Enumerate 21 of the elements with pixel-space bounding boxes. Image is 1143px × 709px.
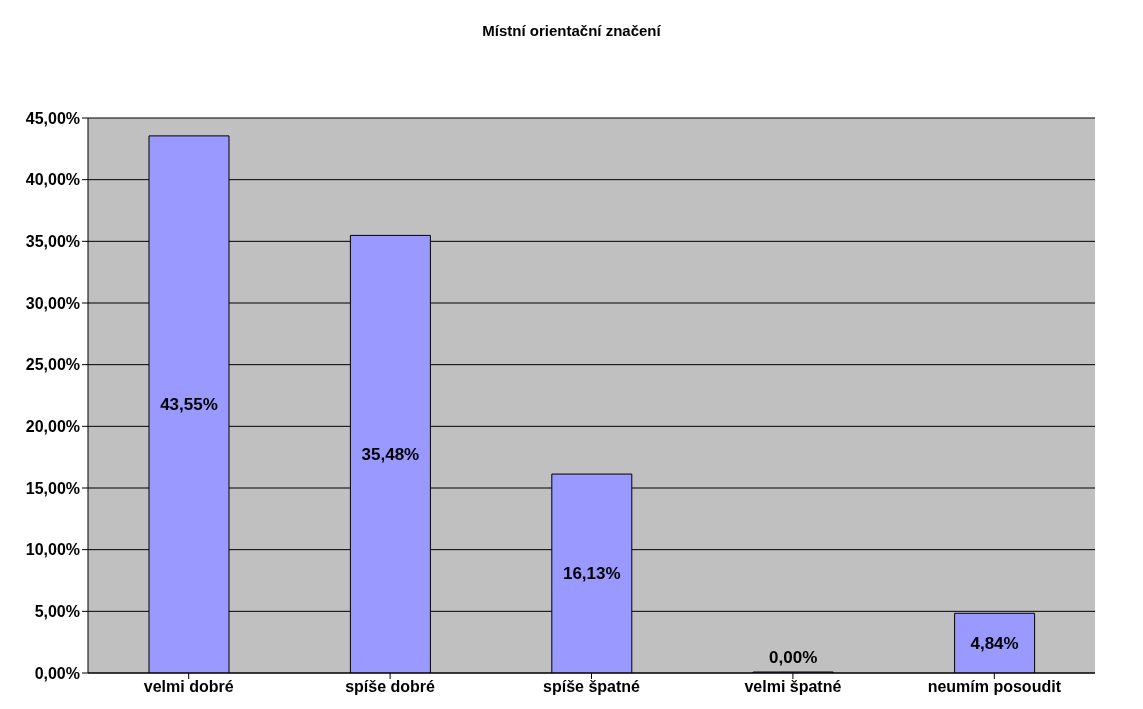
y-tick-label: 40,00% [25, 171, 80, 189]
y-tick-label: 5,00% [34, 603, 80, 621]
data-label: 0,00% [769, 647, 818, 667]
y-tick-label: 45,00% [25, 109, 80, 127]
x-tick-label: spíše špatné [543, 678, 641, 696]
data-label: 16,13% [562, 564, 621, 584]
y-tick-label: 25,00% [25, 356, 80, 374]
y-tick-label: 20,00% [25, 418, 80, 436]
x-tick-label: spíše dobré [345, 678, 436, 696]
data-label: 35,48% [361, 444, 420, 464]
data-label: 4,84% [970, 633, 1019, 653]
x-tick-label: velmi dobré [143, 678, 234, 696]
y-tick-label: 15,00% [25, 479, 80, 497]
x-tick-label: velmi špatné [744, 678, 842, 696]
y-tick-label: 10,00% [25, 541, 80, 559]
data-label: 43,55% [160, 394, 218, 414]
y-tick-label: 30,00% [25, 294, 80, 312]
x-tick-label: neumím posoudit [927, 678, 1062, 696]
chart-title: Místní orientační značení [481, 21, 662, 41]
y-tick-label: 35,00% [25, 233, 80, 251]
y-tick-label: 0,00% [34, 664, 80, 682]
